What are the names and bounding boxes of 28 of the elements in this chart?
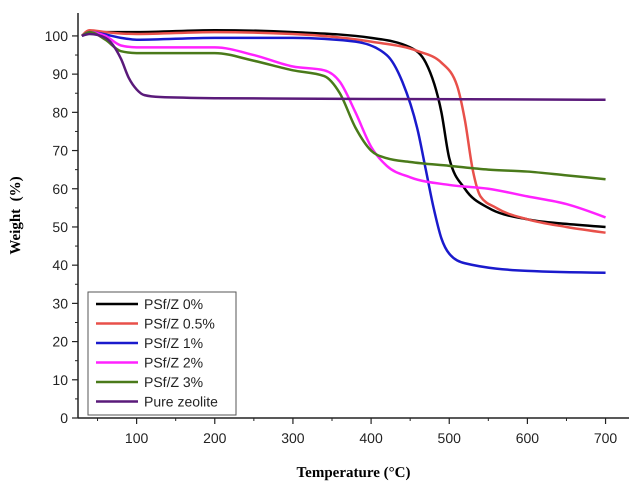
x-tick-label: 100	[124, 430, 149, 446]
line-series	[80, 32, 607, 101]
legend-label: PSf/Z 1%	[144, 335, 204, 351]
y-tick-label: 50	[52, 218, 68, 235]
x-tick-label: 700	[594, 430, 618, 446]
legend-label: PSf/Z 0%	[144, 296, 204, 312]
legend-label: PSf/Z 3%	[144, 374, 204, 390]
y-tick-label: 90	[52, 66, 68, 82]
y-tick-label: 10	[52, 372, 68, 388]
y-tick-label: 20	[52, 334, 68, 350]
x-axis-title: Temperature (°C)	[296, 465, 410, 481]
x-tick-label: 500	[438, 430, 462, 446]
y-tick-label: 70	[52, 142, 68, 159]
legend-label: PSf/Z 2%	[144, 354, 204, 370]
y-tick-label: 40	[52, 257, 68, 274]
y-tick-label: 60	[52, 180, 68, 197]
line-series	[80, 30, 607, 180]
y-tick-label: 80	[52, 104, 68, 120]
x-tick-label: 400	[359, 430, 383, 446]
x-tick-label: 600	[516, 430, 540, 446]
legend-label: Pure zeolite	[144, 394, 218, 410]
y-tick-label: 30	[52, 295, 68, 312]
x-tick-label: 300	[281, 430, 305, 446]
y-tick-label: 0	[60, 410, 68, 426]
legend-label: PSf/Z 0.5%	[144, 316, 215, 332]
y-axis-title: Weight (%)	[8, 176, 24, 255]
x-tick-label: 200	[203, 430, 227, 446]
y-tick-label: 100	[44, 28, 68, 44]
